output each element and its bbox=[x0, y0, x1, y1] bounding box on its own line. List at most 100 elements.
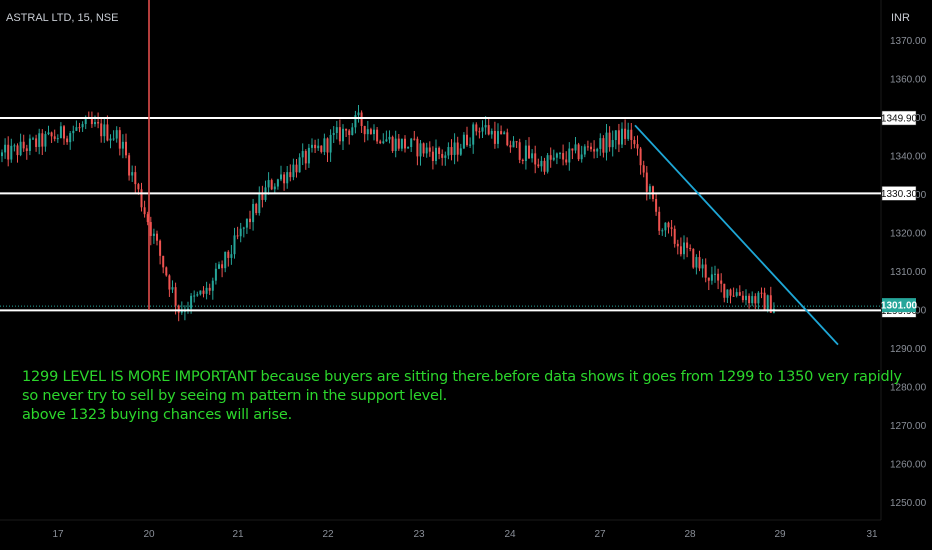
candle-body bbox=[159, 240, 162, 256]
candle-body bbox=[286, 172, 289, 184]
candle-body bbox=[22, 141, 25, 149]
candle-body bbox=[10, 145, 13, 160]
candle-body bbox=[444, 155, 447, 158]
candle-body bbox=[590, 146, 592, 150]
candle-body bbox=[382, 141, 385, 144]
x-tick-label: 31 bbox=[866, 529, 878, 540]
candle-body bbox=[710, 274, 713, 281]
y-tick-label: 1360.00 bbox=[890, 75, 927, 86]
candle-body bbox=[258, 194, 261, 214]
candle-body bbox=[766, 295, 769, 310]
candle-body bbox=[35, 138, 38, 147]
candle-body bbox=[512, 141, 515, 148]
candle-body bbox=[183, 310, 186, 312]
candle-body bbox=[466, 134, 468, 146]
candle-body bbox=[385, 139, 388, 142]
annotation-line-2: so never try to sell by seeing m pattern… bbox=[22, 388, 448, 404]
time-axis[interactable]: 17 20 21 22 23 24 27 28 29 31 bbox=[52, 529, 878, 540]
candle-body bbox=[428, 147, 431, 152]
candle-body bbox=[509, 145, 512, 148]
candle-body bbox=[304, 151, 307, 164]
candle-body bbox=[252, 203, 255, 223]
candle-body bbox=[205, 287, 208, 294]
candle-body bbox=[748, 295, 751, 304]
level-price-box bbox=[881, 186, 917, 201]
candle-body bbox=[72, 130, 75, 134]
candle-body bbox=[745, 295, 747, 301]
candle-body bbox=[506, 132, 509, 146]
candle-body bbox=[472, 124, 475, 145]
candle-body bbox=[354, 115, 357, 128]
y-tick-label: 1270.00 bbox=[890, 421, 927, 432]
candle-body bbox=[540, 160, 543, 167]
candle-body bbox=[661, 230, 664, 232]
candle-body bbox=[366, 129, 369, 135]
candle-body bbox=[193, 295, 196, 297]
analysis-annotation: 1299 LEVEL IS MORE IMPORTANT because buy… bbox=[22, 368, 902, 425]
candle-body bbox=[500, 131, 503, 135]
candle-body bbox=[106, 124, 109, 141]
candle-body bbox=[292, 164, 295, 178]
y-tick-label: 1280.00 bbox=[890, 382, 927, 393]
candle-body bbox=[363, 126, 366, 135]
candle-body bbox=[741, 295, 744, 301]
candle-body bbox=[543, 160, 546, 172]
candle-body bbox=[751, 296, 754, 304]
candle-body bbox=[289, 172, 292, 178]
candle-body bbox=[555, 153, 558, 158]
candle-body bbox=[596, 148, 599, 152]
candle-body bbox=[416, 138, 419, 157]
candle-body bbox=[707, 277, 710, 281]
candle-body bbox=[165, 267, 168, 276]
candle-body bbox=[69, 133, 72, 143]
candle-body bbox=[683, 242, 685, 255]
candle-body bbox=[301, 151, 304, 158]
candle-body bbox=[701, 264, 704, 269]
candle-body bbox=[695, 257, 698, 268]
candle-body bbox=[214, 268, 217, 281]
candle-body bbox=[524, 145, 527, 162]
candle-body bbox=[528, 145, 530, 159]
candle-body bbox=[586, 146, 589, 148]
candle-body bbox=[757, 292, 760, 304]
candle-body bbox=[720, 280, 723, 284]
candle-body bbox=[639, 148, 642, 166]
candle-body bbox=[109, 138, 112, 141]
candle-body bbox=[419, 143, 422, 157]
candle-body bbox=[118, 130, 121, 149]
candle-body bbox=[174, 287, 177, 306]
candle-body bbox=[714, 273, 716, 275]
candle-body bbox=[376, 129, 379, 142]
x-tick-label: 20 bbox=[143, 529, 155, 540]
candle-body bbox=[81, 124, 84, 128]
candle-body bbox=[295, 164, 298, 173]
y-tick-label: 1320.00 bbox=[890, 229, 927, 240]
candle-body bbox=[1, 152, 3, 157]
x-tick-label: 29 bbox=[774, 529, 786, 540]
candle-body bbox=[342, 128, 344, 142]
candle-body bbox=[469, 144, 472, 146]
candle-body bbox=[621, 128, 623, 145]
candle-body bbox=[422, 143, 425, 154]
candle-body bbox=[670, 227, 673, 229]
candle-body bbox=[267, 180, 270, 188]
candle-body bbox=[413, 138, 416, 140]
candle-body bbox=[131, 172, 134, 176]
candle-body bbox=[599, 138, 602, 149]
candle-body bbox=[311, 144, 313, 148]
candle-body bbox=[760, 292, 763, 294]
level-price-label: 1330.30 bbox=[881, 189, 918, 200]
candle-body bbox=[391, 136, 394, 151]
candle-body bbox=[673, 228, 676, 244]
candle-body bbox=[94, 122, 96, 125]
candle-body bbox=[605, 132, 608, 153]
candle-body bbox=[208, 287, 211, 291]
candle-body bbox=[738, 292, 741, 296]
trendline-line[interactable] bbox=[634, 124, 839, 346]
candles bbox=[1, 104, 775, 322]
candle-body bbox=[475, 124, 478, 132]
candle-body bbox=[658, 211, 661, 231]
candle-body bbox=[732, 295, 735, 297]
candle-body bbox=[335, 127, 338, 133]
